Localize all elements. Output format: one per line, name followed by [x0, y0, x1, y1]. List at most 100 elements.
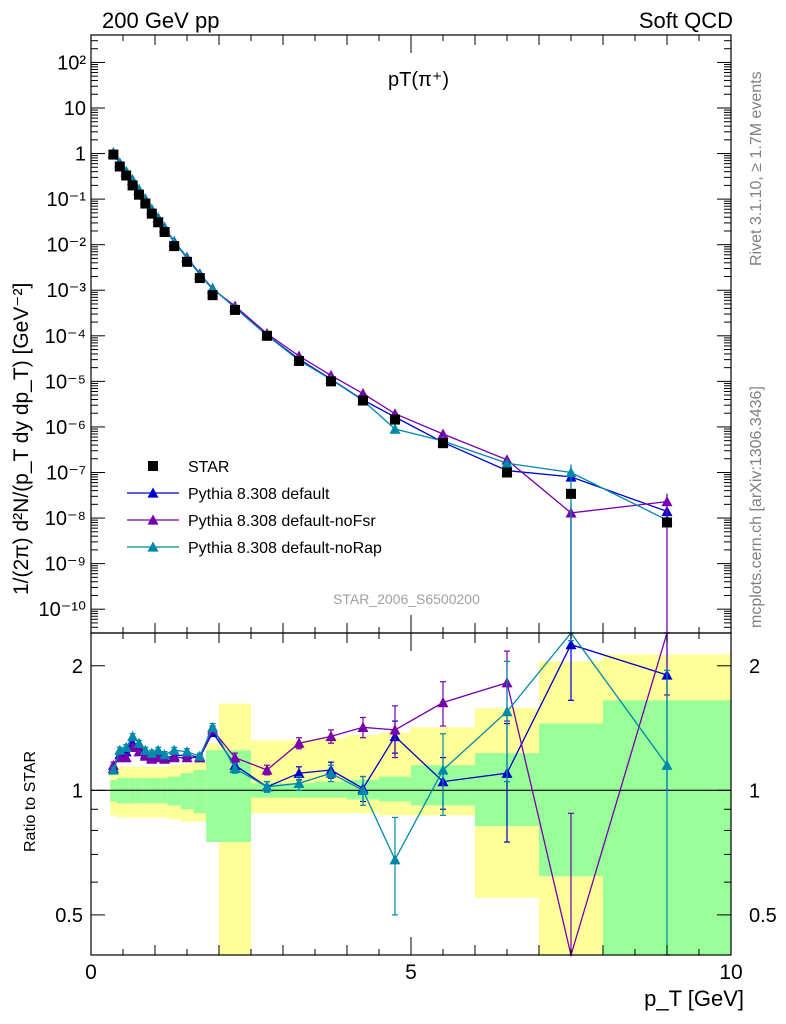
ratio-y-tick-label: 1: [72, 780, 83, 802]
ratio-y-tick-label: 2: [72, 656, 83, 678]
star-data-point: [182, 256, 192, 267]
star-data-point: [358, 395, 368, 406]
ratio-marker-2: [389, 724, 401, 735]
ratio-marker-3: [159, 749, 171, 760]
ratio-marker-2: [357, 721, 369, 732]
ratio-marker-3: [114, 744, 126, 755]
ratio-marker-1: [565, 639, 577, 650]
legend-marker-star: [148, 461, 158, 471]
star-data-point: [207, 290, 218, 301]
ratio-y-tick-label-right: 2: [749, 656, 760, 678]
uncertainty-band-inner: [206, 750, 219, 843]
header-left: 200 GeV pp: [102, 8, 220, 33]
series-marker-2: [437, 428, 449, 439]
y-tick-label: 10⁻³: [47, 280, 87, 302]
series-marker-3: [501, 457, 513, 468]
ratio-marker-2: [181, 752, 193, 763]
y-tick-label: 10⁻⁷: [46, 462, 86, 484]
star-data-point: [134, 189, 144, 200]
uncertainty-band-inner: [180, 773, 194, 810]
ratio-y-tick-label-right: 1: [749, 780, 760, 802]
y-tick-label: 10⁻¹: [47, 189, 87, 211]
ratio-marker-3: [357, 784, 369, 796]
ratio-marker-3: [181, 746, 193, 757]
y-tick-label: 1: [75, 144, 86, 166]
star-data-point: [159, 226, 170, 237]
uncertainty-band-outer: [251, 740, 283, 814]
star-data-point: [502, 467, 512, 478]
star-data-point: [153, 217, 164, 228]
ratio-marker-3: [261, 781, 273, 792]
series-line-1: [112, 152, 668, 513]
ratio-marker-2: [120, 752, 132, 763]
y-tick-label: 10⁻⁵: [45, 371, 86, 393]
ratio-marker-3: [146, 747, 158, 758]
uncertainty-band-inner: [193, 769, 207, 814]
ratio-plot: 0.5 0.5 1 1 2 2 0 5 10: [55, 631, 777, 984]
star-data-point: [108, 149, 119, 160]
y-tick-label: 10⁻⁸: [45, 508, 86, 530]
y-tick-label: 10⁻⁹: [45, 554, 86, 576]
rivet-label: Rivet 3.1.10, ≥ 1.7M events: [748, 71, 765, 266]
uncertainty-band-inner: [379, 776, 411, 802]
star-data-point: [140, 198, 151, 209]
y-tick-label: 10⁻²: [47, 235, 87, 257]
star-data-point: [438, 438, 448, 449]
ratio-y-axis-label: Ratio to STAR: [22, 750, 39, 852]
series-marker-3: [389, 423, 401, 434]
star-data-point: [326, 376, 336, 387]
star-data-point: [230, 304, 240, 315]
y-tick-label: 10⁻¹⁰: [39, 599, 86, 621]
uncertainty-band-inner: [315, 781, 347, 798]
header-right: Soft QCD: [638, 8, 733, 33]
star-data-point: [662, 517, 672, 528]
ratio-marker-3: [152, 744, 164, 755]
y-tick-label: 10⁻⁶: [45, 417, 86, 439]
legend-label: Pythia 8.308 default-noRap: [188, 540, 382, 557]
ratio-marker-3: [194, 750, 206, 761]
ratio-marker-3: [501, 706, 513, 717]
watermark: STAR_2006_S6500200: [333, 591, 480, 607]
ratio-marker-3: [120, 741, 132, 753]
main-frame: [90, 34, 732, 634]
ratio-marker-1: [293, 767, 305, 778]
ratio-marker-3: [127, 730, 139, 742]
ratio-marker-2: [261, 764, 273, 775]
ratio-frame: [90, 632, 732, 956]
x-tick-label: 0: [85, 961, 97, 984]
ratio-marker-3: [229, 762, 241, 774]
star-data-point: [169, 241, 180, 252]
x-tick-label: 5: [405, 961, 417, 984]
ratio-marker-3: [207, 721, 219, 732]
mcplots-label: mcplots.cern.ch [arXiv:1306.3436]: [748, 386, 765, 628]
ratio-marker-3: [133, 737, 145, 748]
star-data-point: [262, 330, 272, 341]
ratio-marker-2: [437, 697, 449, 708]
ratio-marker-3: [437, 764, 449, 775]
star-data-point: [121, 170, 132, 181]
legend-label: Pythia 8.308 default: [188, 486, 330, 503]
star-data-point: [566, 488, 576, 499]
legend-label: STAR: [188, 459, 229, 476]
main-y-axis-label: 1/(2π) d²N/(p_T dy dp_T) [GeV⁻²]: [10, 282, 33, 595]
star-data-point: [114, 161, 125, 172]
main-plot: 10⁻¹⁰ 10⁻⁹ 10⁻⁸ 10⁻⁷ 10⁻⁶ 10⁻⁵ 10⁻⁴ 10⁻³ 10⁻² 10⁻…: [39, 34, 732, 634]
star-data-point: [390, 414, 400, 425]
star-data-point: [127, 180, 138, 191]
ratio-marker-2: [152, 752, 164, 763]
legend: STAR Pythia 8.308 default Pythia 8.308 def…: [127, 459, 382, 557]
y-tick-label: 10: [64, 98, 86, 120]
x-axis-label: p_T [GeV]: [644, 986, 744, 1011]
ratio-marker-2: [139, 750, 151, 761]
ratio-marker-3: [293, 777, 305, 788]
ratio-y-tick-label-right: 0.5: [749, 905, 777, 927]
ratio-marker-3: [661, 759, 673, 770]
ratio-marker-2: [325, 730, 337, 742]
legend-marker: [147, 514, 159, 525]
legend-marker: [147, 487, 159, 498]
x-tick-label: 10: [719, 961, 742, 984]
legend-marker: [147, 541, 159, 552]
ratio-marker-3: [168, 744, 180, 755]
ratio-marker-3: [139, 744, 151, 755]
